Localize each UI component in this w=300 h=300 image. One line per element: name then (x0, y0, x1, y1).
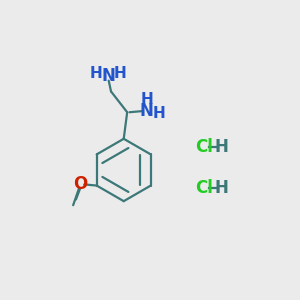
Text: Cl: Cl (195, 138, 213, 156)
Text: N: N (102, 68, 116, 85)
Text: H: H (152, 106, 165, 121)
Text: H: H (90, 66, 102, 81)
Text: N: N (140, 102, 154, 120)
Text: O: O (73, 176, 87, 194)
Text: H: H (114, 66, 127, 81)
Text: H: H (141, 92, 154, 107)
Text: Cl: Cl (195, 179, 213, 197)
Text: H: H (215, 138, 229, 156)
Text: H: H (215, 179, 229, 197)
